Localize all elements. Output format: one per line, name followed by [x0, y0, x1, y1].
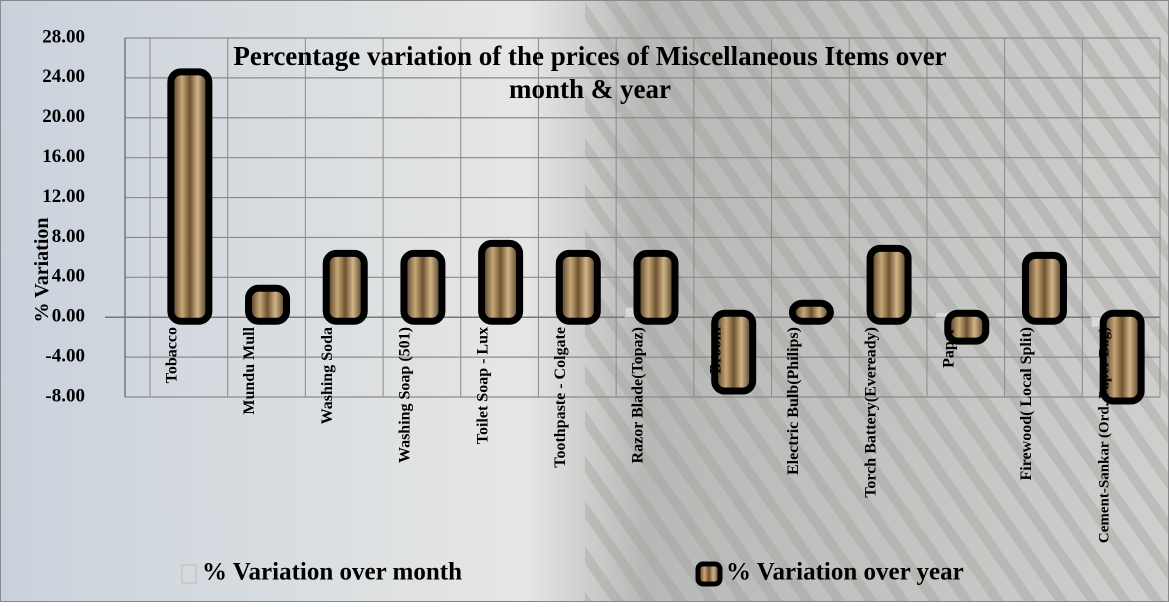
- x-tick-label: Firewood( Local Split): [1018, 327, 1035, 480]
- y-tick-label: 12.00: [42, 186, 85, 207]
- bar-year: [167, 68, 213, 325]
- chart-title: Percentage variation of the prices of Mi…: [233, 41, 947, 104]
- y-axis-title: % Variation: [31, 217, 53, 322]
- x-tick-label: Razor Blade(Topaz): [630, 327, 647, 463]
- y-tick-label: 16.00: [42, 146, 85, 167]
- y-tick-label: 8.00: [52, 226, 85, 247]
- legend-label: % Variation over year: [726, 559, 964, 586]
- legend-swatch: [181, 564, 197, 584]
- y-tick-label: -4.00: [45, 345, 85, 366]
- legend-swatch: [695, 561, 723, 587]
- bar-year: [555, 249, 601, 325]
- y-tick-label: 24.00: [42, 66, 85, 87]
- x-tick-label: Electric Bulb(Philips): [785, 327, 802, 475]
- y-tick-label: -8.00: [45, 385, 85, 406]
- x-tick-label: Washing Soap (501): [397, 327, 414, 463]
- x-tick-label: Tobacco: [164, 327, 181, 383]
- bar-year: [788, 299, 834, 325]
- y-tick-label: 20.00: [42, 106, 85, 127]
- x-tick-label: Torch Battery(Eveready): [863, 327, 880, 498]
- bar-year: [322, 249, 368, 325]
- y-tick-label: 0.00: [52, 306, 85, 327]
- bar-year: [1021, 251, 1067, 325]
- x-tick-label: Paper: [940, 327, 957, 368]
- bar-year: [245, 284, 291, 325]
- bar-year: [400, 249, 446, 325]
- x-tick-label: Cement-Sankar (Ord. Paper Bag): [1097, 327, 1113, 543]
- x-tick-label: Broom: [707, 326, 724, 373]
- bar-year: [711, 309, 757, 395]
- x-tick-label: Mundu Mull: [241, 326, 258, 414]
- bar-year: [478, 239, 524, 325]
- x-tick-label: Washing Soda: [319, 327, 336, 424]
- bar-year: [633, 249, 679, 325]
- legend-label: % Variation over month: [202, 559, 462, 586]
- bar-year: [944, 309, 990, 345]
- bar-year: [1099, 309, 1145, 405]
- x-tick-label: Toothpaste - Colgate: [552, 327, 569, 468]
- x-tick-label: Toilet Soap - Lux: [474, 327, 491, 444]
- bar-year: [866, 244, 912, 325]
- y-tick-label: 4.00: [52, 266, 85, 287]
- y-tick-label: 28.00: [42, 26, 85, 47]
